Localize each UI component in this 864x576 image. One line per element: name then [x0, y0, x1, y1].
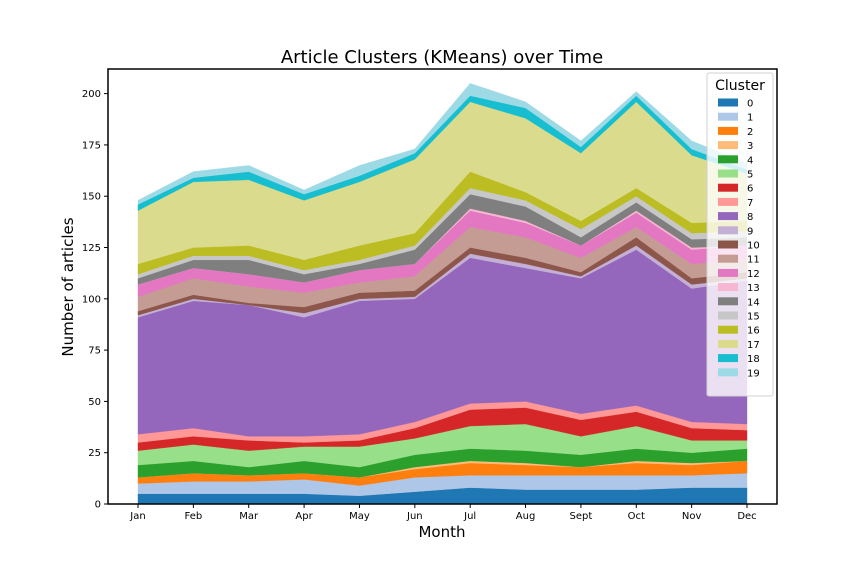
y-tick-label: 50 — [88, 397, 101, 408]
legend-item-cluster-19: 19 — [718, 368, 760, 379]
y-tick-label: 125 — [82, 243, 101, 254]
legend-swatch — [718, 155, 738, 164]
legend-item-cluster-8: 8 — [718, 212, 753, 223]
y-tick-label: 200 — [82, 89, 101, 100]
legend-label: 12 — [747, 269, 760, 280]
legend-label: 18 — [747, 354, 760, 365]
y-tick-label: 175 — [82, 140, 101, 151]
legend-label: 1 — [747, 113, 753, 124]
legend-item-cluster-3: 3 — [718, 141, 753, 152]
legend-item-cluster-2: 2 — [718, 127, 753, 138]
legend-item-cluster-17: 17 — [718, 339, 760, 351]
legend-swatch — [718, 297, 738, 306]
legend-label: 8 — [747, 212, 753, 223]
legend-label: 5 — [747, 170, 753, 181]
legend-label: 14 — [747, 297, 760, 308]
legend-swatch — [718, 325, 738, 334]
legend-swatch — [718, 112, 738, 121]
x-tick-label: Nov — [682, 511, 702, 522]
legend-label: 15 — [747, 312, 760, 323]
legend-box — [706, 72, 774, 397]
legend-item-cluster-9: 9 — [718, 226, 753, 237]
x-tick-label: Jun — [406, 511, 423, 522]
x-axis: Jan Feb Mar Apr May Jun Jul Aug Sept Oct Nov Dec — [129, 504, 757, 522]
x-tick-label: Apr — [295, 511, 313, 522]
plot-frame — [107, 68, 778, 505]
legend-swatch — [718, 311, 738, 320]
legend-swatch — [718, 141, 738, 150]
legend-label: 16 — [747, 326, 760, 337]
legend-swatch — [718, 339, 738, 348]
x-tick-label: Sept — [570, 511, 593, 522]
legend-label: 4 — [747, 155, 753, 166]
legend-item-cluster-12: 12 — [718, 268, 760, 280]
legend-swatch — [718, 98, 738, 107]
legend-label: 19 — [747, 368, 760, 379]
legend-label: 17 — [747, 340, 760, 351]
legend-swatch — [718, 126, 738, 135]
legend-swatch — [718, 254, 738, 263]
legend-swatch — [718, 283, 738, 292]
legend-item-cluster-13: 13 — [718, 283, 760, 294]
x-axis-label: Month — [418, 523, 465, 541]
legend-label: 7 — [747, 198, 753, 209]
legend-swatch — [718, 169, 738, 178]
x-tick-label: Aug — [516, 511, 536, 522]
legend-label: 0 — [747, 99, 753, 110]
y-tick-label: 100 — [82, 294, 101, 305]
x-tick-label: Feb — [185, 511, 203, 522]
legend-label: 3 — [747, 141, 753, 152]
legend-label: 9 — [747, 226, 753, 237]
legend-item-cluster-0: 0 — [718, 98, 753, 110]
legend-label: 6 — [747, 184, 753, 195]
legend-item-cluster-1: 1 — [718, 112, 753, 124]
y-tick-label: 75 — [88, 346, 101, 357]
legend-item-cluster-10: 10 — [718, 240, 760, 252]
legend-swatch — [718, 197, 738, 206]
legend-swatch — [718, 212, 738, 221]
area-series-group — [137, 83, 748, 505]
legend-item-cluster-18: 18 — [718, 354, 760, 365]
legend-item-cluster-6: 6 — [718, 183, 753, 195]
legend-label: 13 — [747, 283, 760, 294]
x-tick-label: Jan — [129, 511, 145, 522]
legend-swatch — [718, 240, 738, 249]
y-tick-label: 25 — [88, 448, 101, 459]
y-axis-label: Number of articles — [59, 217, 77, 356]
legend-swatch — [718, 354, 738, 363]
legend-label: 2 — [747, 127, 753, 138]
legend-label: 10 — [747, 241, 760, 252]
legend-item-cluster-15: 15 — [718, 311, 760, 323]
x-tick-label: Dec — [737, 511, 756, 522]
chart-title: Article Clusters (KMeans) over Time — [281, 47, 603, 68]
legend-swatch — [718, 268, 738, 277]
legend-item-cluster-14: 14 — [718, 297, 760, 308]
x-tick-label: Oct — [628, 511, 645, 522]
y-tick-label: 0 — [95, 500, 101, 511]
y-axis: 0 25 50 75 100 125 150 175 200 — [82, 89, 108, 511]
legend-swatch — [718, 368, 738, 377]
legend-item-cluster-5: 5 — [718, 169, 753, 181]
x-tick-label: May — [349, 511, 370, 522]
x-tick-label: Mar — [239, 511, 259, 522]
x-tick-label: Jul — [463, 511, 476, 522]
legend-item-cluster-7: 7 — [718, 197, 753, 209]
legend-title: Cluster — [715, 78, 765, 94]
legend-swatch — [718, 183, 738, 192]
legend-label: 11 — [747, 255, 760, 266]
legend-item-cluster-4: 4 — [718, 155, 753, 166]
y-tick-label: 150 — [82, 192, 101, 203]
legend-swatch — [718, 226, 738, 235]
legend-item-cluster-11: 11 — [718, 254, 760, 266]
legend-item-cluster-16: 16 — [718, 325, 760, 337]
